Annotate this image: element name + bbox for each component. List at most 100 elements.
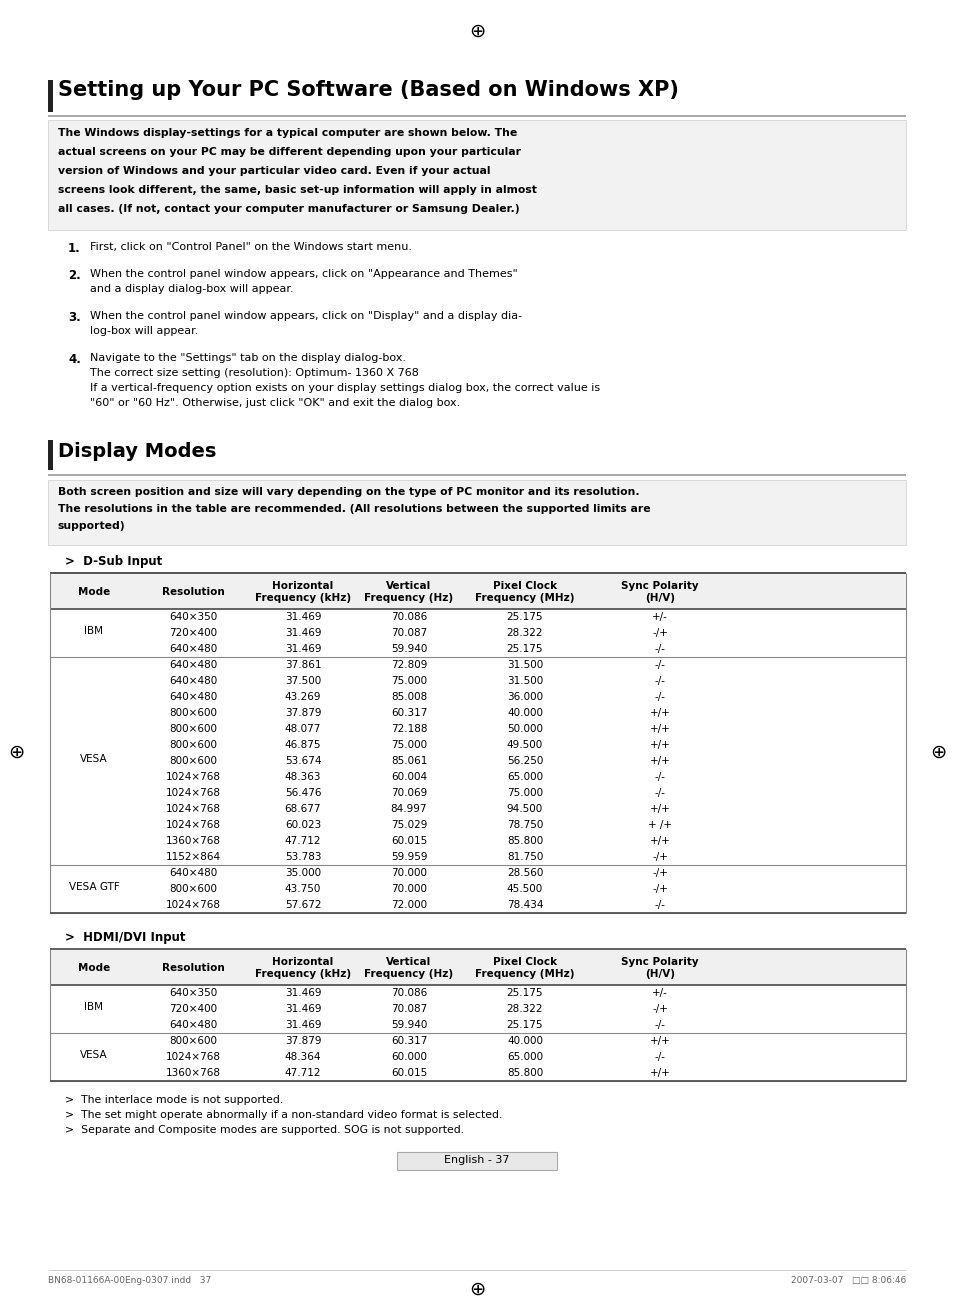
Text: 85.061: 85.061	[391, 756, 427, 766]
Text: 640×480: 640×480	[169, 644, 217, 654]
Text: 2.: 2.	[68, 269, 81, 282]
Text: 800×600: 800×600	[169, 756, 216, 766]
Text: 2007-03-07   □□ 8:06:46: 2007-03-07 □□ 8:06:46	[790, 1276, 905, 1285]
Text: >  HDMI/DVI Input: > HDMI/DVI Input	[65, 932, 185, 945]
Text: 84.997: 84.997	[391, 804, 427, 814]
Text: 1360×768: 1360×768	[165, 1068, 220, 1079]
Text: 4.: 4.	[68, 353, 81, 366]
Text: >  Separate and Composite modes are supported. SOG is not supported.: > Separate and Composite modes are suppo…	[65, 1125, 464, 1134]
Text: 800×600: 800×600	[169, 708, 216, 718]
Text: Frequency (kHz): Frequency (kHz)	[254, 969, 351, 978]
Text: VESA GTF: VESA GTF	[69, 882, 119, 892]
Text: 75.029: 75.029	[391, 820, 427, 830]
Text: +/+: +/+	[649, 1036, 670, 1046]
Text: 37.861: 37.861	[284, 660, 321, 670]
Text: +/-: +/-	[652, 611, 667, 622]
Text: + /+: + /+	[647, 820, 671, 830]
Text: -/+: -/+	[652, 883, 667, 894]
Text: 43.269: 43.269	[284, 692, 321, 703]
Text: -/-: -/-	[654, 692, 665, 703]
Text: 1152×864: 1152×864	[165, 852, 220, 863]
Text: 70.087: 70.087	[391, 628, 427, 637]
Text: 94.500: 94.500	[506, 804, 542, 814]
Text: 85.800: 85.800	[506, 1068, 542, 1079]
Text: 40.000: 40.000	[506, 708, 542, 718]
Text: 59.940: 59.940	[391, 644, 427, 654]
Text: 1360×768: 1360×768	[165, 837, 220, 846]
Text: >  D-Sub Input: > D-Sub Input	[65, 556, 162, 569]
Text: 70.086: 70.086	[391, 611, 427, 622]
Text: 60.015: 60.015	[391, 1068, 427, 1079]
Text: ⊕: ⊕	[468, 1280, 485, 1298]
Text: 720×400: 720×400	[169, 1004, 217, 1013]
Text: (H/V): (H/V)	[644, 593, 675, 602]
Text: English - 37: English - 37	[444, 1155, 509, 1164]
Text: 25.175: 25.175	[506, 611, 542, 622]
Text: +/+: +/+	[649, 708, 670, 718]
Text: 800×600: 800×600	[169, 1036, 216, 1046]
Text: 640×480: 640×480	[169, 1020, 217, 1030]
Text: -/-: -/-	[654, 900, 665, 909]
Text: BN68-01166A-00Eng-0307.indd   37: BN68-01166A-00Eng-0307.indd 37	[48, 1276, 211, 1285]
Text: +/-: +/-	[652, 987, 667, 998]
Text: Setting up Your PC Software (Based on Windows XP): Setting up Your PC Software (Based on Wi…	[58, 79, 679, 100]
Text: The Windows display-settings for a typical computer are shown below. The: The Windows display-settings for a typic…	[58, 127, 517, 138]
Text: -/-: -/-	[654, 1020, 665, 1030]
Text: 75.000: 75.000	[506, 788, 542, 798]
Text: First, click on "Control Panel" on the Windows start menu.: First, click on "Control Panel" on the W…	[90, 242, 412, 252]
Bar	[48, 440, 53, 470]
Bar	[396, 1151, 557, 1170]
Text: Sync Polarity: Sync Polarity	[620, 958, 699, 967]
Text: 640×480: 640×480	[169, 868, 217, 878]
Text: Frequency (Hz): Frequency (Hz)	[364, 969, 453, 978]
Text: >  The set might operate abnormally if a non-standard video format is selected.: > The set might operate abnormally if a …	[65, 1110, 502, 1120]
Text: IBM: IBM	[85, 626, 103, 636]
Text: 78.750: 78.750	[506, 820, 542, 830]
Text: +/+: +/+	[649, 740, 670, 749]
Text: 59.940: 59.940	[391, 1020, 427, 1030]
Text: -/-: -/-	[654, 644, 665, 654]
Text: all cases. (If not, contact your computer manufacturer or Samsung Dealer.): all cases. (If not, contact your compute…	[58, 204, 519, 213]
Text: +/+: +/+	[649, 756, 670, 766]
Text: 31.469: 31.469	[284, 644, 321, 654]
Text: "60" or "60 Hz". Otherwise, just click "OK" and exit the dialog box.: "60" or "60 Hz". Otherwise, just click "…	[90, 398, 459, 409]
Text: 640×350: 640×350	[169, 611, 217, 622]
Text: +/+: +/+	[649, 804, 670, 814]
Text: 1024×768: 1024×768	[165, 788, 220, 798]
Text: 78.434: 78.434	[506, 900, 542, 909]
Text: 59.959: 59.959	[391, 852, 427, 863]
Text: 60.004: 60.004	[391, 771, 427, 782]
Text: 43.750: 43.750	[285, 883, 321, 894]
Text: 31.500: 31.500	[506, 677, 542, 686]
Text: Frequency (kHz): Frequency (kHz)	[254, 593, 351, 602]
Text: 640×350: 640×350	[169, 987, 217, 998]
Text: 37.879: 37.879	[284, 708, 321, 718]
Text: 1024×768: 1024×768	[165, 804, 220, 814]
Text: 70.000: 70.000	[391, 868, 427, 878]
Text: 31.469: 31.469	[284, 1004, 321, 1013]
Text: 28.322: 28.322	[506, 1004, 542, 1013]
Text: 31.500: 31.500	[506, 660, 542, 670]
Text: 48.077: 48.077	[285, 723, 321, 734]
Text: Sync Polarity: Sync Polarity	[620, 582, 699, 591]
Text: -/+: -/+	[652, 628, 667, 637]
Text: When the control panel window appears, click on "Appearance and Themes": When the control panel window appears, c…	[90, 269, 517, 278]
Text: 25.175: 25.175	[506, 1020, 542, 1030]
Bar	[48, 480, 905, 545]
Text: 800×600: 800×600	[169, 723, 216, 734]
Text: 65.000: 65.000	[506, 1053, 542, 1062]
Text: Vertical: Vertical	[386, 582, 431, 591]
Text: Mode: Mode	[78, 963, 110, 973]
Text: 47.712: 47.712	[284, 1068, 321, 1079]
Text: Resolution: Resolution	[161, 587, 224, 597]
Text: 25.175: 25.175	[506, 987, 542, 998]
Text: 1024×768: 1024×768	[165, 820, 220, 830]
Text: -/-: -/-	[654, 788, 665, 798]
Text: version of Windows and your particular video card. Even if your actual: version of Windows and your particular v…	[58, 167, 490, 176]
Text: 70.000: 70.000	[391, 883, 427, 894]
Text: ⊕: ⊕	[468, 22, 485, 42]
Text: -/-: -/-	[654, 771, 665, 782]
Text: 28.322: 28.322	[506, 628, 542, 637]
Text: If a vertical-frequency option exists on your display settings dialog box, the c: If a vertical-frequency option exists on…	[90, 382, 599, 393]
Text: VESA: VESA	[80, 1050, 108, 1060]
